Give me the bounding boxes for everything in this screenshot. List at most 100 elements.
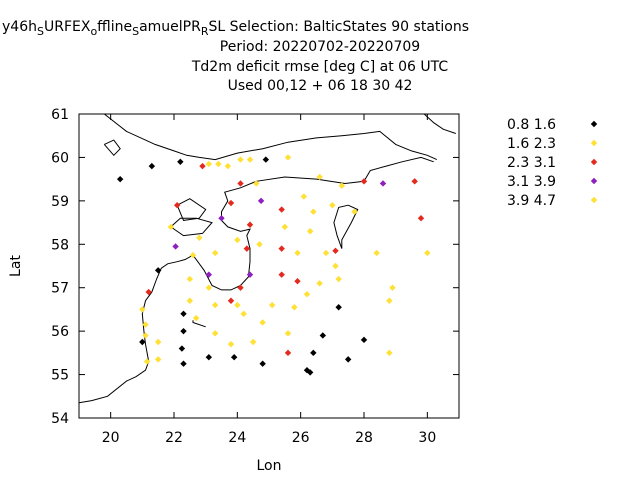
data-point <box>227 199 235 207</box>
data-point <box>249 338 257 346</box>
legend-marker <box>590 177 598 185</box>
data-point <box>116 175 124 183</box>
data-point <box>154 338 162 346</box>
data-points <box>116 154 431 376</box>
data-point <box>196 234 203 241</box>
title-segment: SL Selection: BalticStates 90 stations <box>209 19 470 35</box>
data-point <box>256 241 263 248</box>
x-tick-label: 28 <box>355 430 373 446</box>
chart-title: y46hSURFEXofflineSamuelPRRSL Selection: … <box>2 19 469 94</box>
data-point <box>389 284 396 291</box>
data-point <box>379 180 387 187</box>
data-point <box>205 160 213 168</box>
data-point <box>278 245 285 252</box>
data-point <box>234 301 241 309</box>
y-tick-label: 61 <box>51 107 69 123</box>
y-tick-label: 57 <box>51 281 69 297</box>
data-point <box>322 249 330 257</box>
data-point <box>180 327 187 335</box>
coastline-map <box>78 113 456 404</box>
legend-label: 3.9 4.7 <box>507 193 556 209</box>
y-tick-label: 56 <box>51 324 69 340</box>
data-point <box>172 243 179 250</box>
x-tick-label: 20 <box>102 430 120 446</box>
data-point <box>145 288 152 296</box>
data-point <box>284 154 292 161</box>
data-point <box>237 180 244 187</box>
data-point <box>360 178 368 185</box>
x-axis-label: Lon <box>257 458 282 474</box>
data-point <box>199 162 206 170</box>
data-point <box>211 249 219 257</box>
data-point <box>306 369 314 376</box>
title-segment: R <box>201 25 209 38</box>
data-point <box>139 338 146 346</box>
legend-marker <box>590 158 598 166</box>
data-point <box>218 215 225 222</box>
data-point <box>246 271 254 278</box>
data-point <box>227 340 235 348</box>
data-point <box>211 301 219 309</box>
data-point <box>386 349 393 357</box>
title-line: y46hSURFEXofflineSamuelPRRSL Selection: … <box>2 19 469 38</box>
title-segment: amuelPR <box>139 19 201 35</box>
data-point <box>139 306 146 313</box>
title-segment: o <box>90 25 97 38</box>
data-point <box>332 247 339 254</box>
data-point <box>189 251 197 259</box>
data-point <box>262 156 270 163</box>
data-point <box>360 336 368 344</box>
data-point <box>306 228 314 235</box>
data-point <box>243 245 251 252</box>
data-point <box>240 310 247 317</box>
data-point <box>154 356 162 363</box>
data-point <box>278 206 285 213</box>
title-segment: Td2m deficit rmse [deg C] at 06 UTC <box>191 59 449 75</box>
y-tick-label: 55 <box>51 368 69 384</box>
title-segment: Period: 20220702-20220709 <box>220 39 420 55</box>
data-point <box>316 173 323 181</box>
data-point <box>411 178 418 185</box>
title-segment: S <box>132 25 139 38</box>
y-tick-label: 54 <box>51 411 69 427</box>
data-point <box>253 180 260 187</box>
y-tick-label: 60 <box>51 150 69 166</box>
data-point <box>148 162 156 170</box>
legend-label: 1.6 2.3 <box>507 136 556 152</box>
data-point <box>278 271 285 278</box>
x-tick-label: 26 <box>292 430 310 446</box>
data-point <box>259 319 266 326</box>
data-point <box>205 271 213 278</box>
data-point <box>154 267 162 274</box>
data-point <box>177 158 184 165</box>
data-point <box>335 275 342 283</box>
data-point <box>227 297 235 304</box>
data-point <box>310 208 317 215</box>
data-point <box>316 280 323 287</box>
coastline-segment <box>176 198 207 221</box>
data-point <box>303 291 311 298</box>
coastline-segment <box>423 113 456 134</box>
data-point <box>142 321 149 328</box>
data-point <box>173 202 181 209</box>
data-point <box>332 262 339 270</box>
title-segment: URFEX <box>44 19 91 35</box>
data-point <box>186 275 194 283</box>
legend-marker <box>590 139 598 147</box>
data-point <box>284 330 292 337</box>
coastline-segment <box>333 204 359 249</box>
data-point <box>417 215 425 222</box>
data-point <box>167 223 175 231</box>
data-point <box>180 310 187 317</box>
data-point <box>424 249 431 257</box>
data-point <box>180 360 187 367</box>
legend: 0.8 1.6 1.6 2.3 2.3 3.1 3.1 3.9 3.9 4.7 <box>507 117 598 209</box>
data-point <box>268 301 276 309</box>
legend-label: 0.8 1.6 <box>507 117 556 133</box>
plot-frame <box>78 113 460 419</box>
data-point <box>230 354 238 361</box>
title-line: Period: 20220702-20220709 <box>220 39 420 55</box>
x-tick-label: 30 <box>418 430 436 446</box>
y-axis-ticks: 54 55 56 57 58 59 60 61 <box>51 107 459 427</box>
